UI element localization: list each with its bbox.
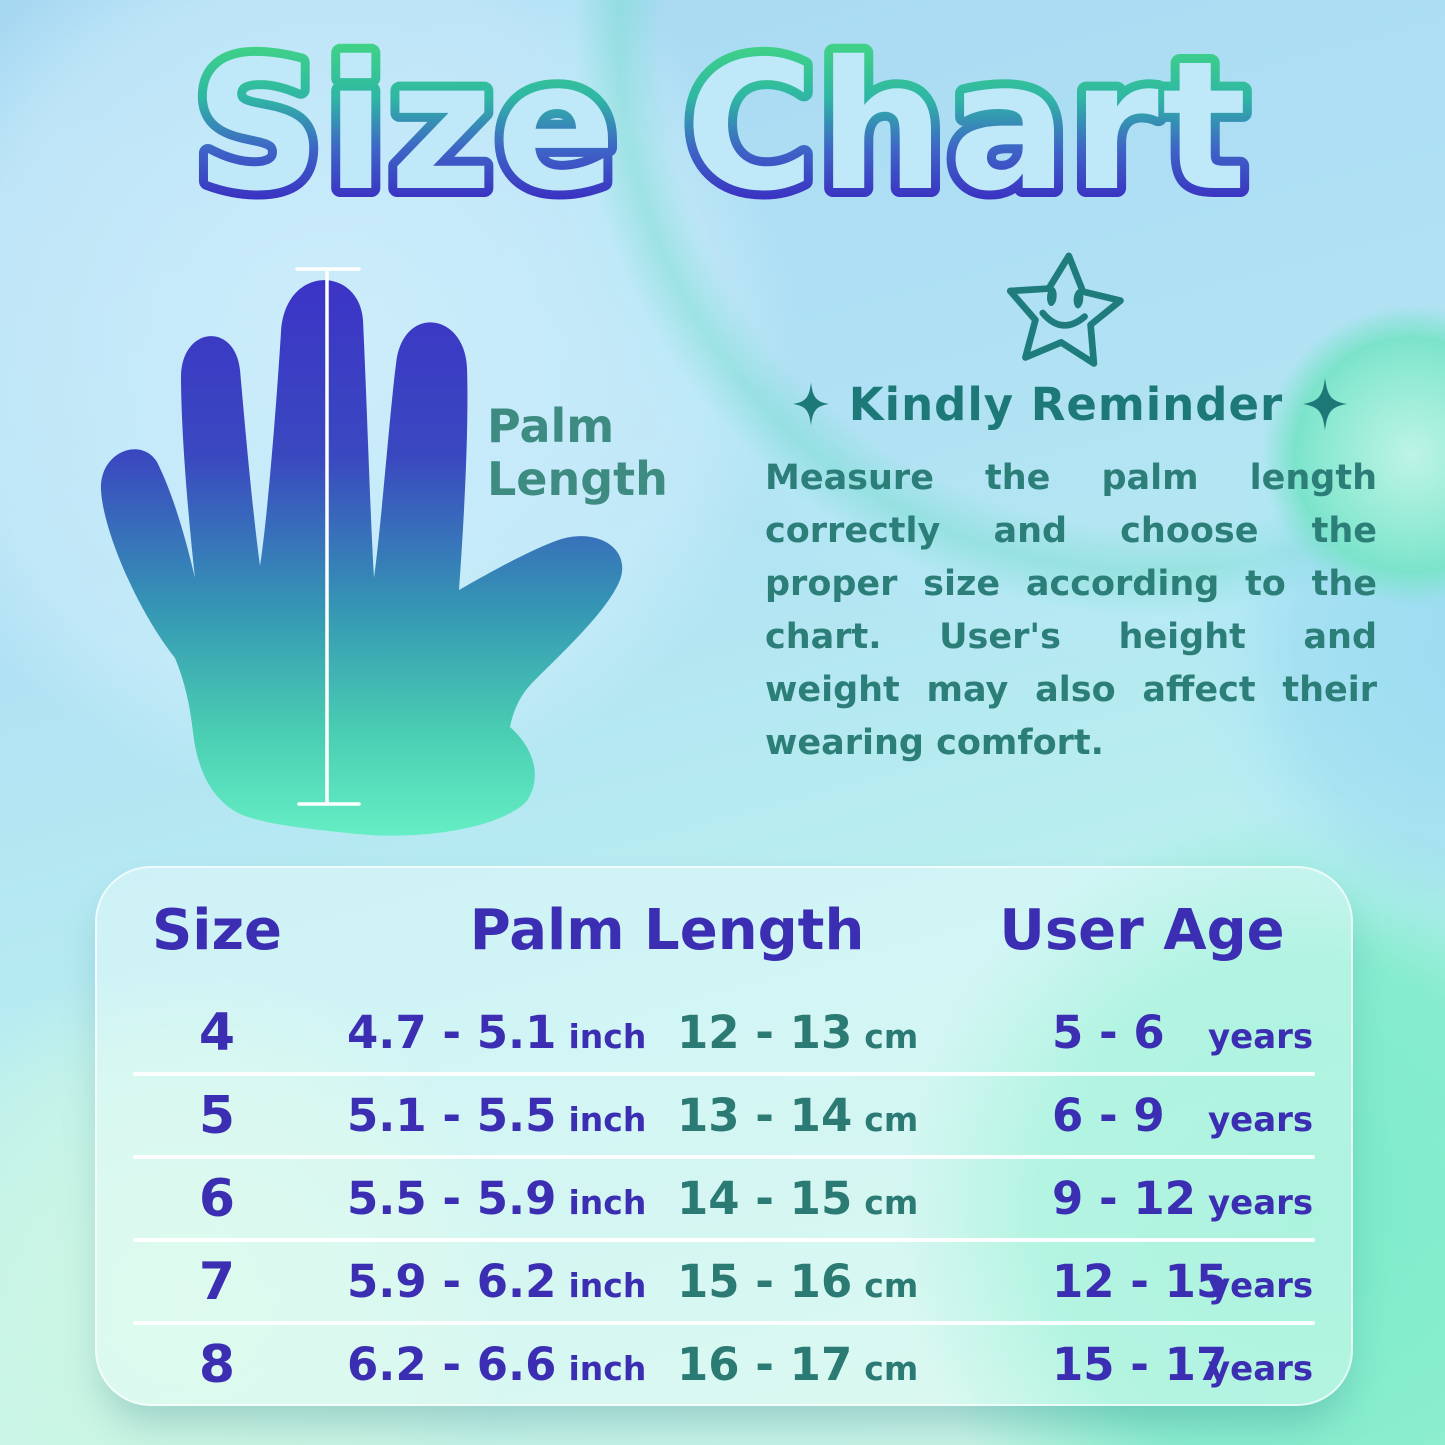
cell-size: 5 — [198, 1085, 236, 1146]
table-row-size-6: 6 5.5 - 5.9 inch 14 - 15 cm 9 - 12 years — [97, 1159, 1351, 1238]
cell-palm-inch: 5.9 - 6.2 inch — [347, 1255, 647, 1308]
cell-size: 7 — [198, 1251, 236, 1312]
header-size: Size — [151, 898, 283, 963]
row-divider — [133, 1321, 1315, 1325]
star-smile — [1039, 309, 1088, 329]
table-row-size-8: 8 6.2 - 6.6 inch 16 - 17 cm 15 - 17 year… — [97, 1325, 1351, 1404]
row-divider — [133, 1155, 1315, 1159]
table-row-size-4: 4 4.7 - 5.1 inch 12 - 13 cm 5 - 6 years — [97, 993, 1351, 1072]
palm-length-label: Palm Length — [487, 399, 668, 507]
title-wordart: Size Chart — [185, 16, 1256, 239]
page-title: Size Chart — [194, 23, 1250, 230]
cell-user-age: 9 - 12 years — [1052, 1172, 1314, 1225]
sparkle-icon-left — [792, 382, 829, 426]
cell-size: 6 — [198, 1168, 236, 1229]
cell-palm-inch: 5.1 - 5.5 inch — [347, 1089, 647, 1142]
measurement-line-icon — [295, 267, 361, 806]
cell-palm-cm: 13 - 14 cm — [677, 1089, 919, 1142]
cell-palm-inch: 4.7 - 5.1 inch — [347, 1006, 647, 1059]
cell-size: 4 — [198, 1002, 236, 1063]
header-palm-length: Palm Length — [469, 898, 865, 963]
header-user-age: User Age — [999, 898, 1285, 963]
table-row-size-7: 7 5.9 - 6.2 inch 15 - 16 cm 12 - 15 year… — [97, 1242, 1351, 1321]
cell-user-age: 6 - 9 years — [1052, 1089, 1314, 1142]
size-table-card: Size Palm Length User Age 4 4.7 - 5.1 in… — [95, 866, 1353, 1406]
reminder-title: Kindly Reminder — [848, 377, 1284, 431]
cell-size: 8 — [198, 1334, 236, 1395]
cell-palm-cm: 14 - 15 cm — [677, 1172, 919, 1225]
hand-silhouette — [100, 280, 623, 836]
cell-palm-cm: 12 - 13 cm — [677, 1006, 919, 1059]
table-row-size-5: 5 5.1 - 5.5 inch 13 - 14 cm 6 - 9 years — [97, 1076, 1351, 1155]
cell-user-age: 12 - 15 years — [1052, 1255, 1314, 1308]
star-smiley-icon — [1006, 252, 1124, 367]
cell-palm-inch: 6.2 - 6.6 inch — [347, 1338, 647, 1391]
table-header-row: Size Palm Length User Age — [97, 888, 1351, 993]
cell-palm-cm: 15 - 16 cm — [677, 1255, 919, 1308]
star-eyes — [1047, 287, 1084, 309]
hand-illustration — [100, 267, 623, 836]
cell-user-age: 15 - 17 years — [1052, 1338, 1314, 1391]
star-outline — [1006, 252, 1124, 367]
reminder-body-text: Measure the palm length correctly and ch… — [765, 458, 1377, 763]
cell-palm-inch: 5.5 - 5.9 inch — [347, 1172, 647, 1225]
cell-user-age: 5 - 6 years — [1052, 1006, 1314, 1059]
row-divider — [133, 1072, 1315, 1076]
row-divider — [133, 1238, 1315, 1242]
sparkle-icon-right — [1303, 377, 1348, 431]
cell-palm-cm: 16 - 17 cm — [677, 1338, 919, 1391]
reminder-heading-row: Kindly Reminder — [755, 376, 1385, 432]
